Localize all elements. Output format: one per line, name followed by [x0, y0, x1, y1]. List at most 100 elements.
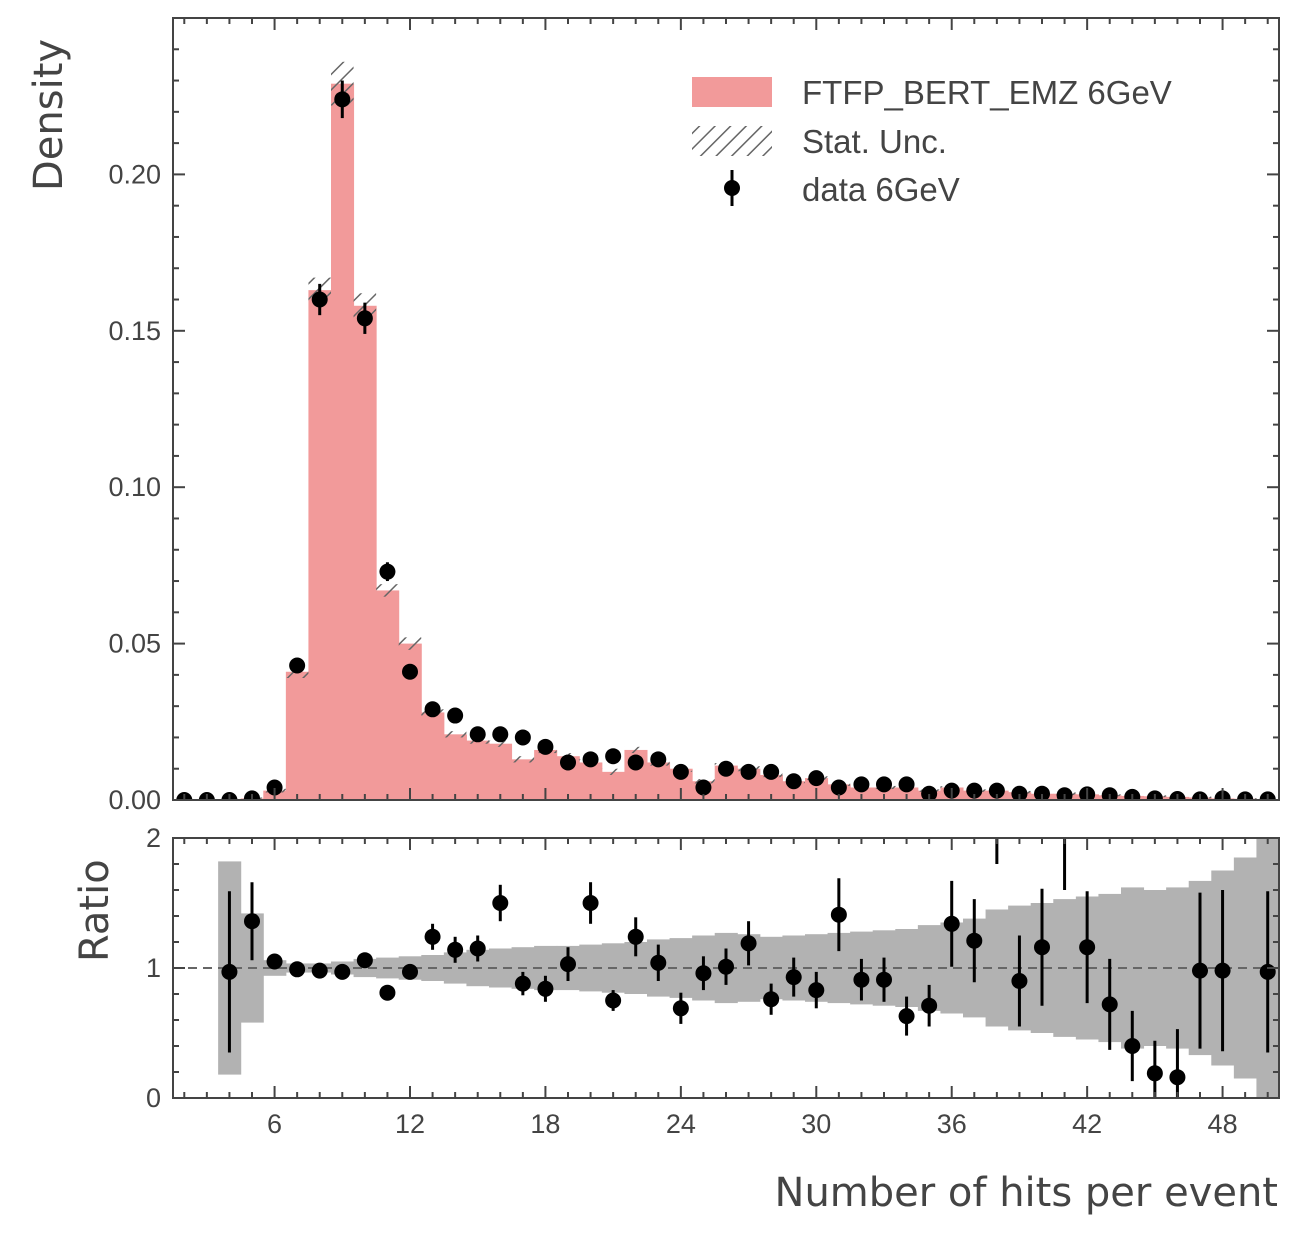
ratio-point	[830, 906, 847, 923]
ratio-point	[289, 961, 306, 978]
ratio-point	[718, 958, 734, 975]
histogram-bar	[850, 787, 874, 800]
ratio-xtick-label: 48	[1208, 1109, 1238, 1139]
data-point	[853, 776, 870, 793]
stat-unc-hatch	[601, 768, 625, 775]
ratio-point	[740, 935, 757, 952]
data-point	[763, 763, 780, 780]
ratio-point	[469, 940, 486, 957]
ratio-point	[695, 965, 712, 982]
ratio-point	[1146, 1065, 1163, 1082]
stat-unc-hatch	[624, 746, 647, 754]
ratio-unc-band	[1121, 887, 1145, 1049]
ratio-ytick-label: 0	[146, 1083, 161, 1113]
ratio-point	[921, 997, 938, 1014]
ratio-point	[763, 991, 780, 1008]
ratio-xtick-label: 6	[267, 1109, 282, 1139]
ratio-point	[560, 956, 576, 973]
ratio-point	[1192, 962, 1208, 979]
ratio-xtick-label: 24	[666, 1109, 696, 1139]
ratio-xtick-label: 12	[395, 1109, 425, 1139]
main-ytick-label: 0.10	[108, 472, 161, 502]
ratio-plot-area	[173, 838, 1279, 1098]
data-point	[966, 782, 983, 799]
ratio-unc-band	[624, 942, 648, 994]
ratio-unc-band	[579, 944, 603, 992]
ratio-point	[898, 1008, 915, 1025]
main-ytick-label: 0.05	[108, 629, 161, 659]
legend-label-stat-unc: Stat. Unc.	[802, 123, 947, 160]
ratio-point	[221, 963, 238, 980]
ratio-point	[1011, 973, 1028, 989]
data-point	[785, 773, 802, 790]
ratio-point	[1034, 939, 1050, 956]
stat-unc-hatch	[398, 637, 422, 650]
histogram-bar	[331, 83, 355, 800]
ratio-point	[853, 971, 870, 988]
ratio-unc-band	[443, 952, 467, 984]
legend-label-histogram: FTFP_BERT_EMZ 6GeV	[802, 74, 1172, 111]
ratio-point	[876, 971, 892, 988]
stat-unc-hatch	[511, 756, 535, 763]
ratio-xtick-label: 30	[801, 1109, 831, 1139]
data-point	[1034, 785, 1050, 800]
ratio-point	[1214, 962, 1231, 979]
ratio-point	[627, 928, 644, 945]
data-point	[492, 726, 509, 743]
data-point	[379, 563, 396, 580]
ratio-point	[424, 928, 441, 945]
ratio-unc-band	[1166, 887, 1190, 1049]
histogram-bar	[308, 290, 332, 800]
ratio-point	[1259, 963, 1276, 980]
ratio-point	[447, 941, 464, 958]
legend-swatch-hatch	[692, 126, 772, 156]
data-point	[402, 663, 418, 680]
ratio-point	[356, 952, 373, 969]
main-panel: 0.00 0.05 0.10 0.15 0.20 Density FTFP_BERT_E…	[26, 17, 1280, 815]
ratio-ytick-label: 1	[146, 953, 161, 983]
ratio-xtick-label: 42	[1072, 1109, 1102, 1139]
histogram-bar	[579, 762, 603, 800]
ratio-unc-band	[895, 929, 919, 1007]
ratio-point	[311, 962, 328, 979]
ratio-xtick-label: 36	[937, 1109, 967, 1139]
main-frame	[172, 17, 1280, 801]
main-ytick-label: 0.15	[108, 316, 161, 346]
main-ytick-label: 0.20	[108, 159, 161, 189]
stat-unc-hatch	[443, 731, 467, 738]
ratio-point	[966, 932, 983, 949]
data-point	[289, 657, 306, 674]
data-point	[356, 310, 373, 327]
histogram-bar	[376, 590, 400, 800]
ratio-point	[1101, 996, 1118, 1013]
ratio-unc-band	[940, 922, 964, 1014]
ratio-point	[492, 895, 509, 911]
main-plot-area	[176, 61, 1279, 800]
main-ytick-label: 0.00	[108, 785, 161, 815]
stat-unc-hatch	[376, 584, 399, 597]
legend-marker-data	[724, 170, 740, 206]
ratio-unc-band	[669, 938, 693, 998]
data-point	[560, 754, 576, 771]
ratio-ylabel: Ratio	[72, 859, 118, 962]
histogram-bar	[601, 771, 625, 800]
data-point	[311, 291, 328, 308]
histogram-bar	[398, 643, 422, 800]
stat-unc-hatch	[489, 740, 512, 747]
histogram-bar	[353, 305, 377, 800]
histogram-bar	[895, 787, 919, 800]
ratio-point	[1169, 1069, 1186, 1086]
data-point	[830, 779, 847, 796]
ratio-point	[379, 984, 396, 1001]
histogram-bar	[511, 759, 535, 800]
ratio-unc-band	[985, 909, 1009, 1027]
ratio-point	[650, 954, 667, 971]
data-point	[876, 776, 892, 793]
data-point	[988, 782, 1005, 799]
ratio-point	[1124, 1038, 1141, 1054]
data-point	[447, 707, 464, 724]
ratio-unc-band	[759, 936, 783, 1000]
ratio-point	[537, 980, 554, 997]
